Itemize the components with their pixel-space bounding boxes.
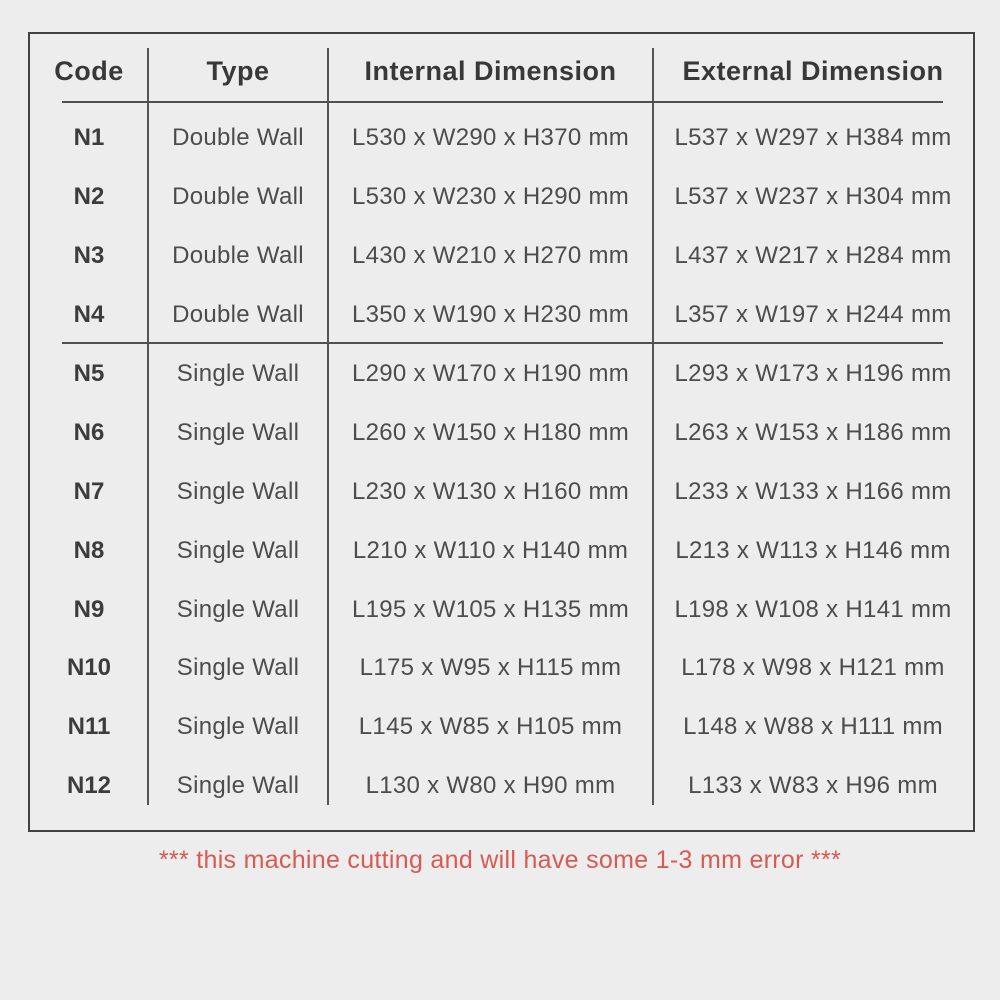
tolerance-note: *** this machine cutting and will have s… [158, 846, 842, 874]
row-n8-internal: L210 x W110 x H140 mm [352, 536, 629, 564]
row-n9-external: L198 x W108 x H141 mm [674, 595, 952, 623]
row-n11-external: L148 x W88 x H111 mm [683, 713, 943, 741]
row-n5-type: Single Wall [176, 360, 300, 387]
row-n11-internal: L145 x W85 x H105 mm [358, 713, 623, 741]
row-n9-internal: L195 x W105 x H135 mm [351, 595, 630, 623]
row-n6-external: L263 x W153 x H186 mm [674, 418, 952, 446]
row-n1-type: Double Wall [172, 124, 304, 152]
column-header-external-dimension: External Dimension [682, 56, 944, 86]
row-n3-external: L437 x W217 x H284 mm [674, 242, 952, 270]
row-n1-code: N1 [73, 124, 105, 152]
row-n7-external: L233 x W133 x H166 mm [674, 477, 952, 505]
row-n4-external: L357 x W197 x H244 mm [674, 301, 952, 329]
row-n6-type: Single Wall [176, 418, 300, 446]
row-n12-code: N12 [66, 772, 112, 800]
row-n7-internal: L230 x W130 x H160 mm [351, 477, 630, 505]
row-n12-internal: L130 x W80 x H90 mm [365, 772, 616, 800]
row-n3-code: N3 [73, 242, 105, 270]
row-n11-type: Single Wall [176, 713, 300, 741]
row-n2-internal: L530 x W230 x H290 mm [351, 183, 630, 211]
row-n5-internal: L290 x W170 x H190 mm [351, 360, 630, 387]
row-n1-internal: L530 x W290 x H370 mm [351, 124, 630, 152]
column-header-type: Type [206, 56, 270, 86]
row-n10-external: L178 x W98 x H121 mm [681, 654, 945, 682]
row-n12-type: Single Wall [176, 772, 300, 800]
row-n4-internal: L350 x W190 x H230 mm [351, 301, 630, 329]
row-n8-external: L213 x W113 x H146 mm [675, 536, 951, 564]
row-n4-type: Double Wall [172, 301, 304, 329]
spec-table: Code Type Internal Dimension External Di… [28, 32, 975, 832]
row-n10-type: Single Wall [176, 654, 300, 682]
row-n7-code: N7 [73, 477, 105, 505]
column-divider-internal-external [652, 48, 654, 805]
row-n3-internal: L430 x W210 x H270 mm [351, 242, 630, 270]
row-n2-code: N2 [73, 183, 105, 211]
row-n1-external: L537 x W297 x H384 mm [674, 124, 952, 152]
column-header-code: Code [54, 56, 124, 86]
row-n2-external: L537 x W237 x H304 mm [674, 183, 952, 211]
row-n9-type: Single Wall [176, 595, 300, 623]
row-n5-external: L293 x W173 x H196 mm [674, 360, 952, 387]
row-n10-internal: L175 x W95 x H115 mm [359, 654, 622, 682]
row-n4-code: N4 [73, 301, 105, 329]
row-n6-code: N6 [73, 418, 105, 446]
row-n5-code: N5 [73, 360, 105, 387]
row-n7-type: Single Wall [176, 477, 300, 505]
row-n2-type: Double Wall [172, 183, 304, 211]
row-n9-code: N9 [73, 595, 105, 623]
header-underline [62, 101, 943, 103]
column-divider-code-type [147, 48, 149, 805]
row-n6-internal: L260 x W150 x H180 mm [351, 418, 630, 446]
row-n3-type: Double Wall [172, 242, 304, 270]
section-divider-double-single [62, 342, 943, 344]
row-n12-external: L133 x W83 x H96 mm [688, 772, 938, 800]
spec-table-grid: Code Type Internal Dimension External Di… [30, 34, 973, 830]
row-n11-code: N11 [67, 713, 111, 741]
column-divider-type-internal [327, 48, 329, 805]
row-n8-code: N8 [73, 536, 105, 564]
column-header-internal-dimension: Internal Dimension [364, 56, 617, 86]
row-n8-type: Single Wall [176, 536, 300, 564]
row-n10-code: N10 [66, 654, 112, 682]
